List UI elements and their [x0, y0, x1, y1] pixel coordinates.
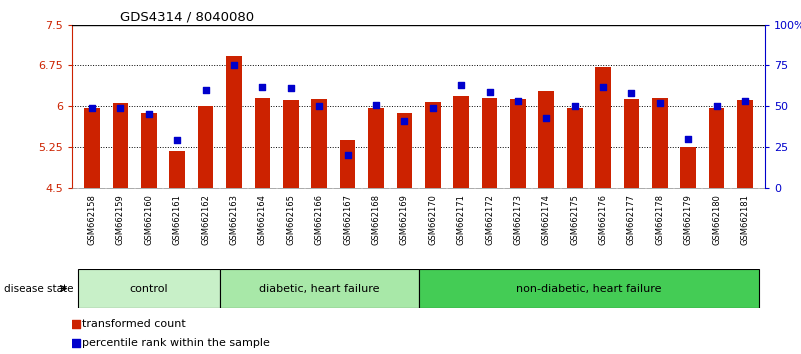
Text: GSM662176: GSM662176 — [598, 194, 608, 245]
Bar — [198, 106, 213, 188]
Point — [540, 115, 553, 120]
Text: GSM662172: GSM662172 — [485, 194, 494, 245]
Bar — [453, 96, 469, 188]
Text: transformed count: transformed count — [83, 319, 187, 329]
Text: GSM662158: GSM662158 — [87, 194, 96, 245]
Text: GSM662164: GSM662164 — [258, 194, 267, 245]
Bar — [624, 99, 639, 188]
Point — [341, 152, 354, 158]
Text: GSM662180: GSM662180 — [712, 194, 721, 245]
Bar — [396, 113, 413, 188]
Bar — [255, 98, 270, 188]
Bar — [418, 269, 759, 308]
Bar — [425, 102, 441, 188]
Text: GSM662175: GSM662175 — [570, 194, 579, 245]
Bar — [219, 269, 419, 308]
Point — [483, 89, 496, 95]
Point — [114, 105, 127, 111]
Point — [143, 112, 155, 117]
Text: GSM662173: GSM662173 — [513, 194, 522, 245]
Point — [512, 98, 525, 104]
Text: GDS4314 / 8040080: GDS4314 / 8040080 — [120, 11, 254, 24]
Bar — [538, 91, 554, 188]
Bar — [481, 98, 497, 188]
Text: GSM662181: GSM662181 — [741, 194, 750, 245]
Text: GSM662171: GSM662171 — [457, 194, 465, 245]
Text: GSM662177: GSM662177 — [627, 194, 636, 245]
Text: GSM662167: GSM662167 — [343, 194, 352, 245]
Bar — [84, 108, 100, 188]
Text: GSM662166: GSM662166 — [315, 194, 324, 245]
Bar — [652, 98, 668, 188]
Point — [284, 85, 297, 91]
Bar — [141, 113, 156, 188]
Text: GSM662168: GSM662168 — [372, 194, 380, 245]
Text: disease state: disease state — [4, 284, 74, 293]
Point — [398, 118, 411, 124]
Bar — [78, 269, 219, 308]
Text: control: control — [130, 284, 168, 293]
Text: GSM662159: GSM662159 — [116, 194, 125, 245]
Bar — [681, 147, 696, 188]
Text: GSM662162: GSM662162 — [201, 194, 210, 245]
Text: GSM662170: GSM662170 — [429, 194, 437, 245]
Text: GSM662174: GSM662174 — [541, 194, 551, 245]
Bar — [312, 99, 327, 188]
Point — [739, 98, 751, 104]
Point — [199, 87, 212, 93]
Point — [597, 84, 610, 90]
Bar — [169, 151, 185, 188]
Text: GSM662161: GSM662161 — [173, 194, 182, 245]
Bar — [737, 100, 753, 188]
Text: GSM662160: GSM662160 — [144, 194, 153, 245]
Point — [568, 103, 581, 109]
Text: GSM662163: GSM662163 — [229, 194, 239, 245]
Bar — [340, 140, 356, 188]
Point — [271, 88, 284, 94]
Bar — [113, 103, 128, 188]
Point — [256, 84, 269, 90]
Point — [654, 100, 666, 106]
Text: diabetic, heart failure: diabetic, heart failure — [259, 284, 380, 293]
Text: GSM662179: GSM662179 — [684, 194, 693, 245]
Point — [625, 90, 638, 96]
Point — [682, 136, 694, 142]
Text: GSM662169: GSM662169 — [400, 194, 409, 245]
Bar — [595, 67, 611, 188]
Text: GSM662165: GSM662165 — [286, 194, 296, 245]
Text: non-diabetic, heart failure: non-diabetic, heart failure — [516, 284, 662, 293]
Point — [227, 63, 240, 68]
Point — [455, 82, 468, 88]
Point — [710, 103, 723, 109]
Bar — [226, 56, 242, 188]
Bar — [709, 108, 724, 188]
Text: percentile rank within the sample: percentile rank within the sample — [83, 338, 271, 348]
Bar — [567, 108, 582, 188]
Point — [271, 266, 284, 271]
Text: GSM662178: GSM662178 — [655, 194, 664, 245]
Point — [426, 105, 439, 111]
Point — [171, 138, 183, 143]
Bar — [368, 108, 384, 188]
Point — [86, 105, 99, 111]
Point — [312, 103, 325, 109]
Point — [369, 102, 382, 107]
Bar — [283, 100, 299, 188]
Bar — [510, 99, 525, 188]
